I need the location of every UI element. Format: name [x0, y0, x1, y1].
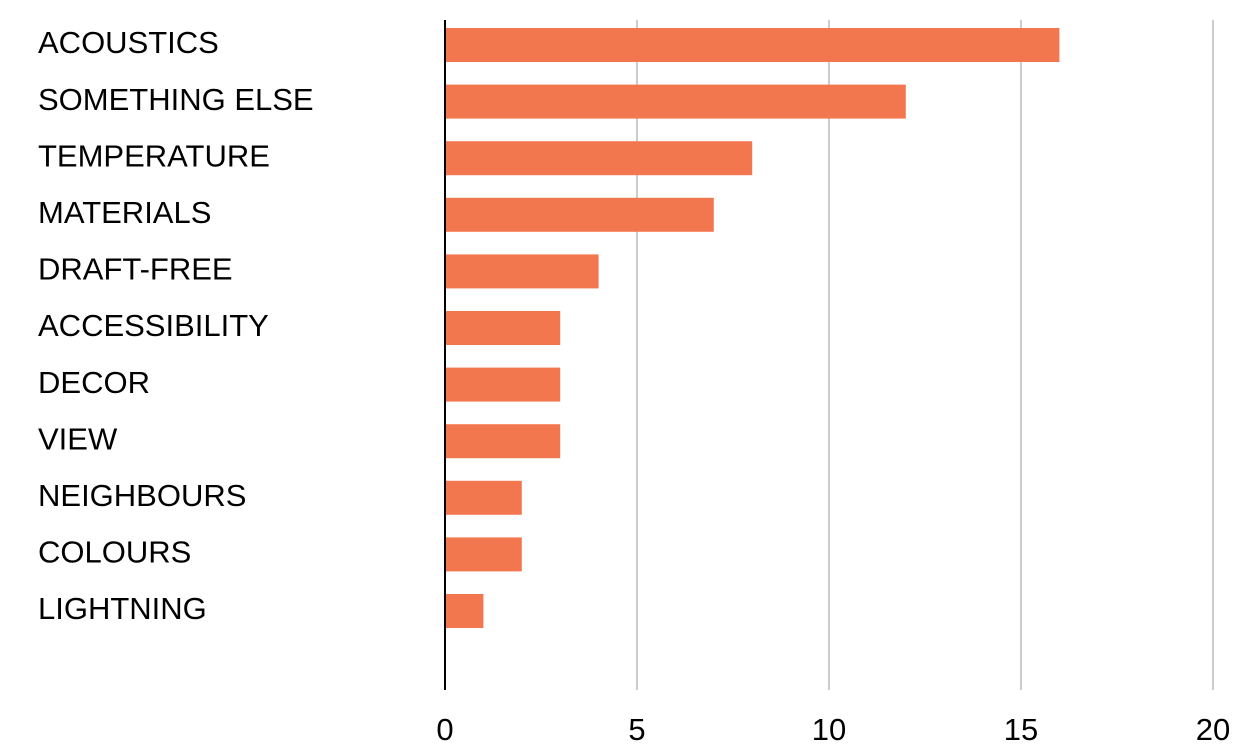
bars: [445, 28, 1060, 628]
bar-neighbours: [445, 480, 522, 515]
category-label: DRAFT-FREE: [38, 252, 233, 287]
gridlines: [636, 20, 1214, 690]
bar-accessibility: [445, 311, 561, 345]
bar-something-else: [445, 84, 906, 119]
bar-view: [445, 424, 561, 459]
bar-temperature: [445, 141, 753, 176]
category-label: MATERIALS: [38, 195, 211, 230]
x-tick-label: 20: [1196, 712, 1230, 745]
x-tick-label: 5: [628, 712, 645, 745]
bar-lightning: [445, 594, 484, 628]
x-tick-label: 0: [436, 712, 453, 745]
bar-materials: [445, 197, 714, 232]
category-label: TEMPERATURE: [38, 138, 270, 173]
category-label: ACOUSTICS: [38, 25, 219, 60]
category-label: ACCESSIBILITY: [38, 308, 269, 343]
x-tick-labels: 0 5 10 15 20: [436, 712, 1230, 745]
bar-draft-free: [445, 254, 599, 289]
category-label: COLOURS: [38, 535, 191, 570]
category-label: VIEW: [38, 421, 118, 456]
category-label: LIGHTNING: [38, 591, 207, 626]
bar-decor: [445, 367, 561, 402]
bar-colours: [445, 537, 522, 572]
category-label: DECOR: [38, 365, 150, 400]
x-tick-label: 10: [812, 712, 846, 745]
category-label: SOMETHING ELSE: [38, 82, 314, 117]
bar-acoustics: [445, 28, 1060, 62]
category-labels: ACOUSTICS SOMETHING ELSE TEMPERATURE MATERI…: [38, 25, 314, 626]
category-label: NEIGHBOURS: [38, 478, 246, 513]
x-tick-label: 15: [1004, 712, 1038, 745]
